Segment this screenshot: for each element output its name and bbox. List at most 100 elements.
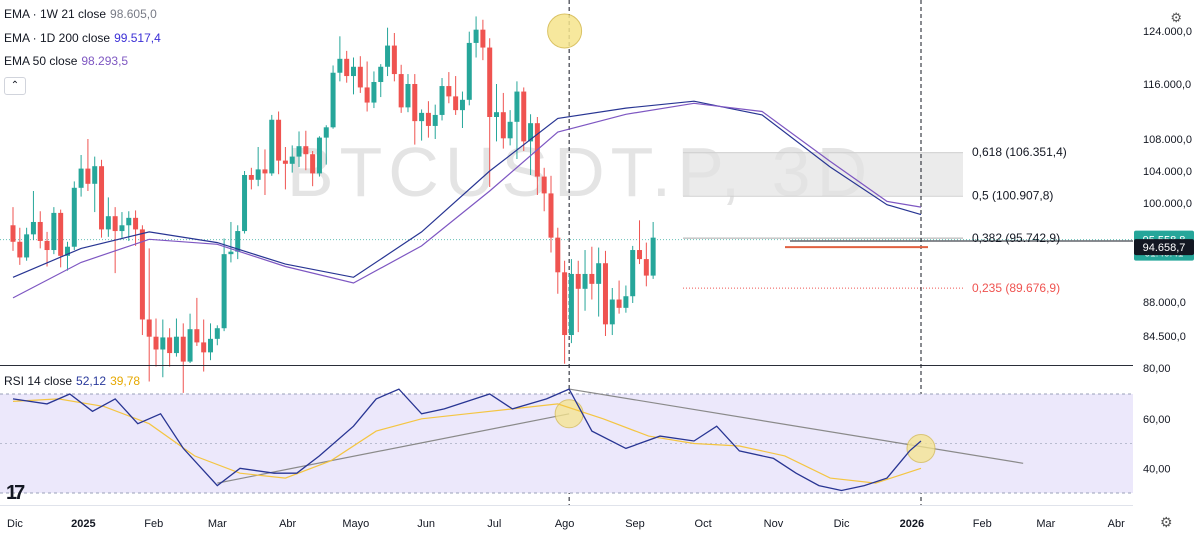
candle-body <box>146 319 152 337</box>
legend-rsi-name: RSI 14 close <box>4 374 73 388</box>
x-tick-label: Feb <box>973 518 992 530</box>
price-tick-label: 84.500,0 <box>1143 331 1186 343</box>
candle-body <box>24 234 30 258</box>
candle-body <box>385 45 391 67</box>
legend-ema-50-value: 98.293,5 <box>81 54 129 68</box>
price-tick-label: 116.000,0 <box>1143 79 1191 91</box>
candle-body <box>262 169 268 174</box>
x-tick-label: 2026 <box>900 518 924 530</box>
x-tick-label: Jun <box>417 518 435 530</box>
candle-body <box>330 72 336 128</box>
candle-body <box>37 221 43 241</box>
candle-body <box>78 168 84 188</box>
candle-body <box>562 272 568 336</box>
candle-body <box>521 91 527 142</box>
price-tick-label: 100.000,0 <box>1143 198 1192 210</box>
fib-0235-label: 0,235 (89.676,9) <box>972 281 1060 295</box>
candle-body <box>344 58 350 77</box>
candle-body <box>487 47 493 117</box>
fib-zone <box>683 152 963 196</box>
candle-body <box>439 86 445 115</box>
candle-body <box>568 273 574 336</box>
candle-body <box>187 329 193 362</box>
candle-body <box>51 212 57 251</box>
chevron-up-icon[interactable]: ⌃ <box>4 77 26 95</box>
candle-body <box>180 336 186 362</box>
fib-0618-label: 0,618 (106.351,4) <box>972 145 1067 159</box>
candle-body <box>269 119 275 174</box>
legend-rsi[interactable]: RSI 14 close 52,12 39,78 <box>4 374 140 388</box>
candle-body <box>10 225 16 242</box>
candle-body <box>133 217 139 230</box>
candle-body <box>589 273 595 284</box>
price-tick-label: 88.000,0 <box>1143 297 1186 309</box>
candle-body <box>630 250 636 297</box>
candle-body <box>480 29 486 48</box>
axis-settings-icon[interactable]: ⚙ <box>1160 514 1173 530</box>
candle-body <box>602 263 608 325</box>
rsi-trendline-0 <box>217 413 570 484</box>
price-tick-label: 124.000,0 <box>1143 26 1192 38</box>
candle-body <box>323 127 329 138</box>
fib-05-line <box>683 195 963 197</box>
settings-icon[interactable]: ⚙ <box>1170 10 1182 25</box>
candle-body <box>582 273 588 289</box>
rsi-tick-label: 40,00 <box>1143 463 1171 475</box>
fib-0382-label: 0,382 (95.742,9) <box>972 231 1060 245</box>
legend-rsi-ma-value: 39,78 <box>110 374 141 388</box>
candle-body <box>494 112 500 117</box>
candle-body <box>316 137 322 174</box>
legend-ema-200[interactable]: EMA · 1D 200 close 99.517,4 <box>4 31 161 45</box>
x-tick-label: Ago <box>555 518 575 530</box>
candle-body <box>514 91 520 122</box>
rsi-line <box>12 388 922 492</box>
candle-body <box>119 225 125 232</box>
candle-body <box>412 84 418 122</box>
candle-body <box>207 338 213 353</box>
candle-body <box>466 42 472 100</box>
legend-ema-weekly[interactable]: EMA · 1W 21 close 98.605,0 <box>4 7 157 21</box>
candle-body <box>255 169 261 180</box>
axes: 124.000,0 116.000,0 108.000,0 104.000,0 100.… <box>0 26 1194 530</box>
candle-body <box>643 259 649 276</box>
candle-body <box>17 241 23 258</box>
candle-body <box>637 250 643 260</box>
x-tick-label: Nov <box>764 518 784 530</box>
candle-body <box>282 160 288 164</box>
candle-body <box>500 112 506 139</box>
candle-body <box>596 263 602 284</box>
ema-dark-line <box>12 100 922 278</box>
candle-body <box>64 246 70 256</box>
candle-body <box>405 84 411 108</box>
candle-body <box>425 112 431 126</box>
legend-ema-weekly-name: EMA · 1W 21 close <box>4 7 107 21</box>
candle-body <box>228 251 234 255</box>
candle-body <box>214 328 220 339</box>
candle-body <box>555 237 561 273</box>
candle-body <box>85 168 91 184</box>
rsi-pane <box>0 388 1133 494</box>
candle-body <box>201 342 207 353</box>
x-tick-label: Feb <box>144 518 163 530</box>
top-highlight-circle <box>547 13 583 49</box>
candle-body <box>378 66 384 83</box>
candle-body <box>248 175 254 180</box>
fib-0618-line <box>683 152 963 154</box>
level-badge-bg <box>1134 239 1194 256</box>
candle-body <box>351 66 356 77</box>
x-tick-label: Sep <box>625 518 645 530</box>
candle-body <box>337 58 343 73</box>
candle-body <box>453 96 459 111</box>
level-badge: 94.658,7 <box>1143 242 1186 254</box>
candle-body <box>99 166 105 230</box>
legend-ema-50[interactable]: EMA 50 close 98.293,5 <box>4 54 128 68</box>
candle-body <box>575 273 581 289</box>
price-tick-label: 80,00 <box>1143 363 1171 375</box>
price-tick-label: 108.000,0 <box>1143 134 1192 146</box>
x-tick-label: Dic <box>7 518 23 530</box>
candle-body <box>167 337 173 354</box>
candle-body <box>126 217 132 226</box>
x-tick-label: Jul <box>487 518 501 530</box>
price-tick-label: 104.000,0 <box>1143 166 1192 178</box>
